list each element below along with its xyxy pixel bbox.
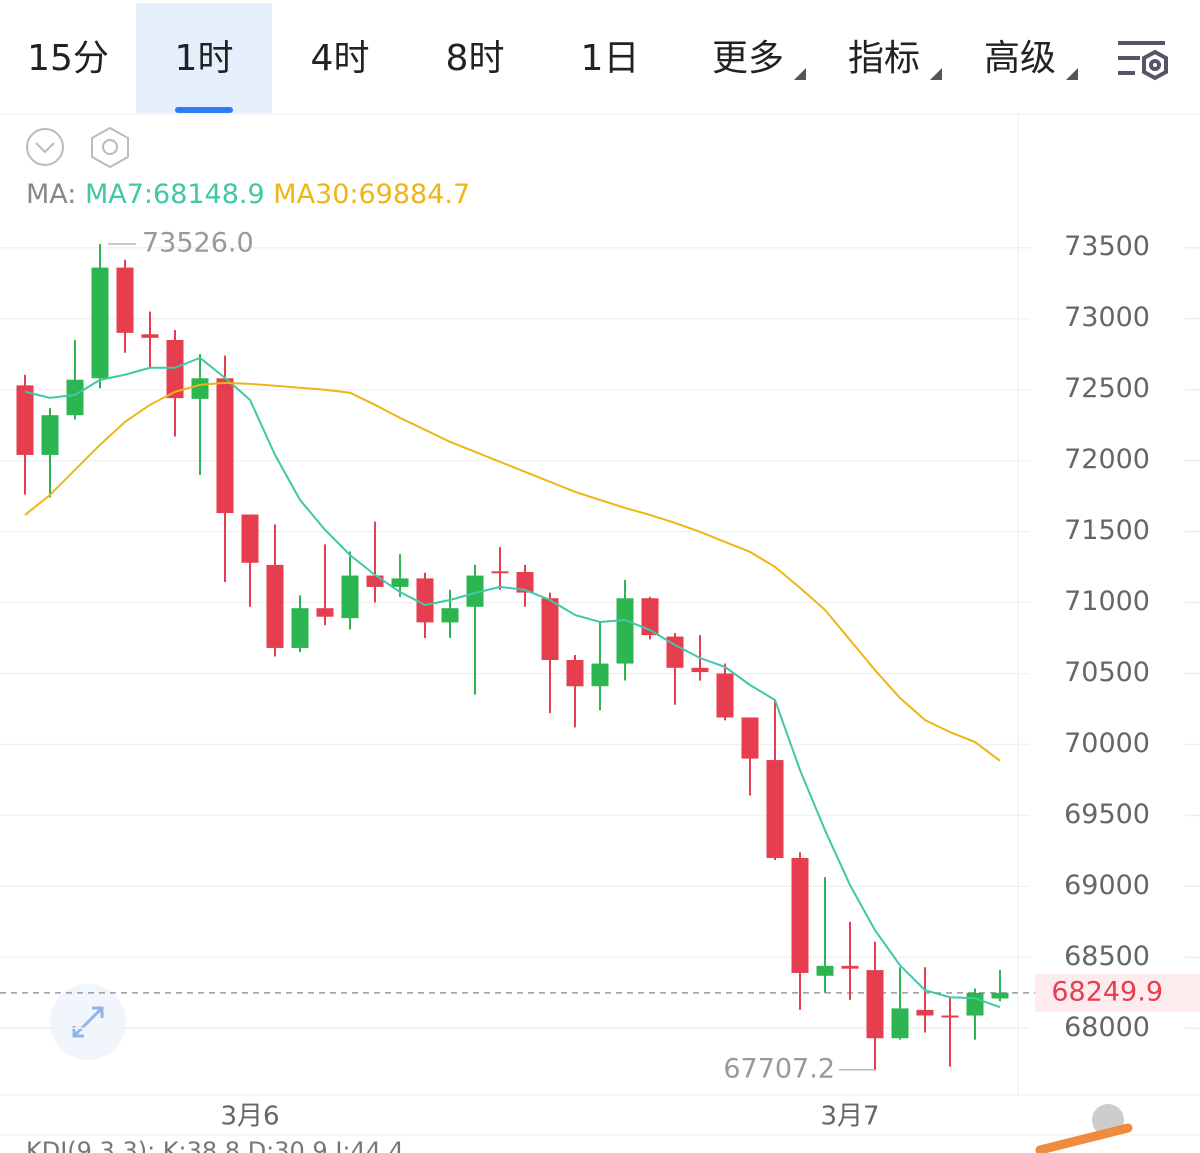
candle-body [316,608,334,617]
candle-body [66,379,84,416]
ma-prefix: MA: [26,179,76,210]
candle-body [516,572,534,593]
candle-body [416,578,434,623]
candle-body [641,598,659,636]
collapse-arrow [35,142,55,154]
settings-icon[interactable] [1118,41,1168,81]
max-label: 73526.0 [142,228,254,259]
min-label: 67707.2 [723,1053,835,1084]
ma-legend-item: MA30:69884.7 [273,179,470,210]
candle-body [966,992,984,1016]
menu[interactable]: 高级 [984,38,1056,79]
candle-body [791,857,809,973]
x-tick-label: 3月7 [820,1102,879,1132]
candle-body [766,760,784,858]
tab[interactable]: 15分 [27,38,109,79]
tab[interactable]: 1时 [175,38,234,79]
x-tick-label: 3月6 [220,1102,279,1132]
last-price-box [1035,973,1200,1012]
menu[interactable]: 更多 [712,38,784,79]
pen-stroke [1035,1123,1133,1153]
candle-body [41,415,59,455]
candle-body [741,717,759,759]
y-tick-label: 73500 [1064,231,1150,262]
candle-body [141,334,159,338]
candle-body [366,575,384,587]
ma-legend-item: MA7:68148.9 [85,179,265,210]
candle-body [816,965,834,976]
menu-triangle [930,68,942,80]
active-tab-underline [175,107,233,113]
candle-body [116,267,134,333]
candle-body [991,992,1009,999]
y-tick-label: 71500 [1064,515,1150,546]
y-tick-label: 69500 [1064,799,1150,830]
candle-body [716,673,734,718]
candle-body [891,1008,909,1039]
candle-body [266,564,284,648]
tab[interactable]: 1日 [581,38,640,79]
candle-body [866,970,884,1039]
candle-body [566,660,584,687]
candle-body [166,339,184,399]
y-tick-label: 68000 [1064,1012,1150,1043]
candle-body [666,636,684,668]
candle-body [541,598,559,660]
y-tick-label: 70000 [1064,728,1150,759]
candle-body [441,608,459,623]
menu-triangle [794,68,806,80]
collapse-icon[interactable] [26,128,64,166]
active-tab-bg [136,3,272,113]
y-tick-label: 72000 [1064,444,1150,475]
menu-triangle [1066,68,1078,80]
y-tick-label: 71000 [1064,586,1150,617]
y-tick-label: 69000 [1064,870,1150,901]
candle-body [341,575,359,619]
indicator-text: KDJ(9,3,3): K:38.8 D:30.9 J:44.4 [26,1137,404,1153]
y-tick-label: 72500 [1064,373,1150,404]
candle-body [691,667,709,673]
ma-line [24,381,1001,762]
candle-body [916,1009,934,1016]
tab[interactable]: 4时 [311,38,370,79]
last-price-label: 68249.9 [1051,976,1163,1007]
settings-hex-icon[interactable] [91,126,129,169]
candle-body [391,578,409,587]
y-tick-label: 68500 [1064,941,1150,972]
candle-body [841,965,859,969]
menu[interactable]: 指标 [848,38,920,79]
tab[interactable]: 8时 [446,38,505,79]
candle-body [591,663,609,687]
candle-body [91,267,109,379]
y-tick-label: 73000 [1064,302,1150,333]
candle-body [291,608,309,648]
candle-body [216,378,234,514]
candle-body [16,385,34,455]
ma-legend: MA: MA7:68148.9 MA30:69884.7 [26,179,470,210]
ma-line [24,356,1001,1009]
candle-body [241,514,259,563]
expand-icon [72,1006,104,1038]
y-tick-label: 70500 [1064,657,1150,688]
candle-body [491,571,509,574]
candle-body [941,1015,959,1018]
candle-body [616,598,634,664]
candle-body [191,378,209,399]
candle-body [466,575,484,607]
